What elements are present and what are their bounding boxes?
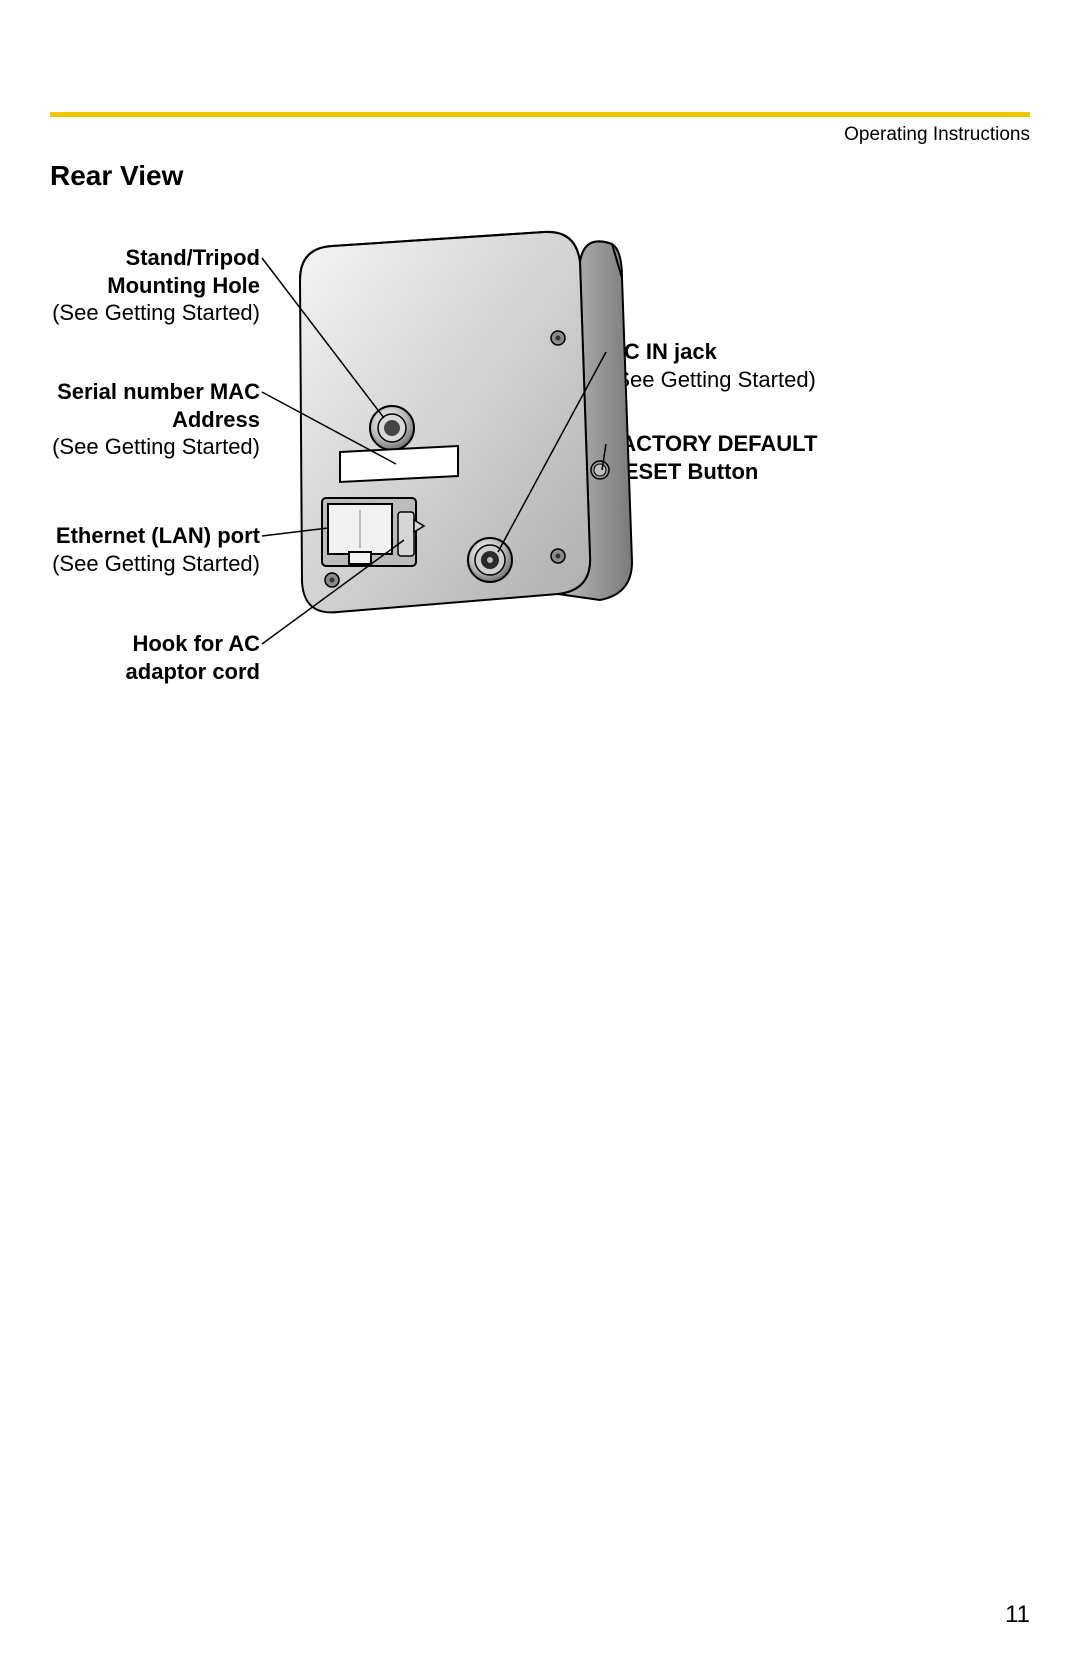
rear-view-diagram	[0, 0, 1080, 1669]
page: Operating Instructions Rear View 11 Stan…	[0, 0, 1080, 1669]
